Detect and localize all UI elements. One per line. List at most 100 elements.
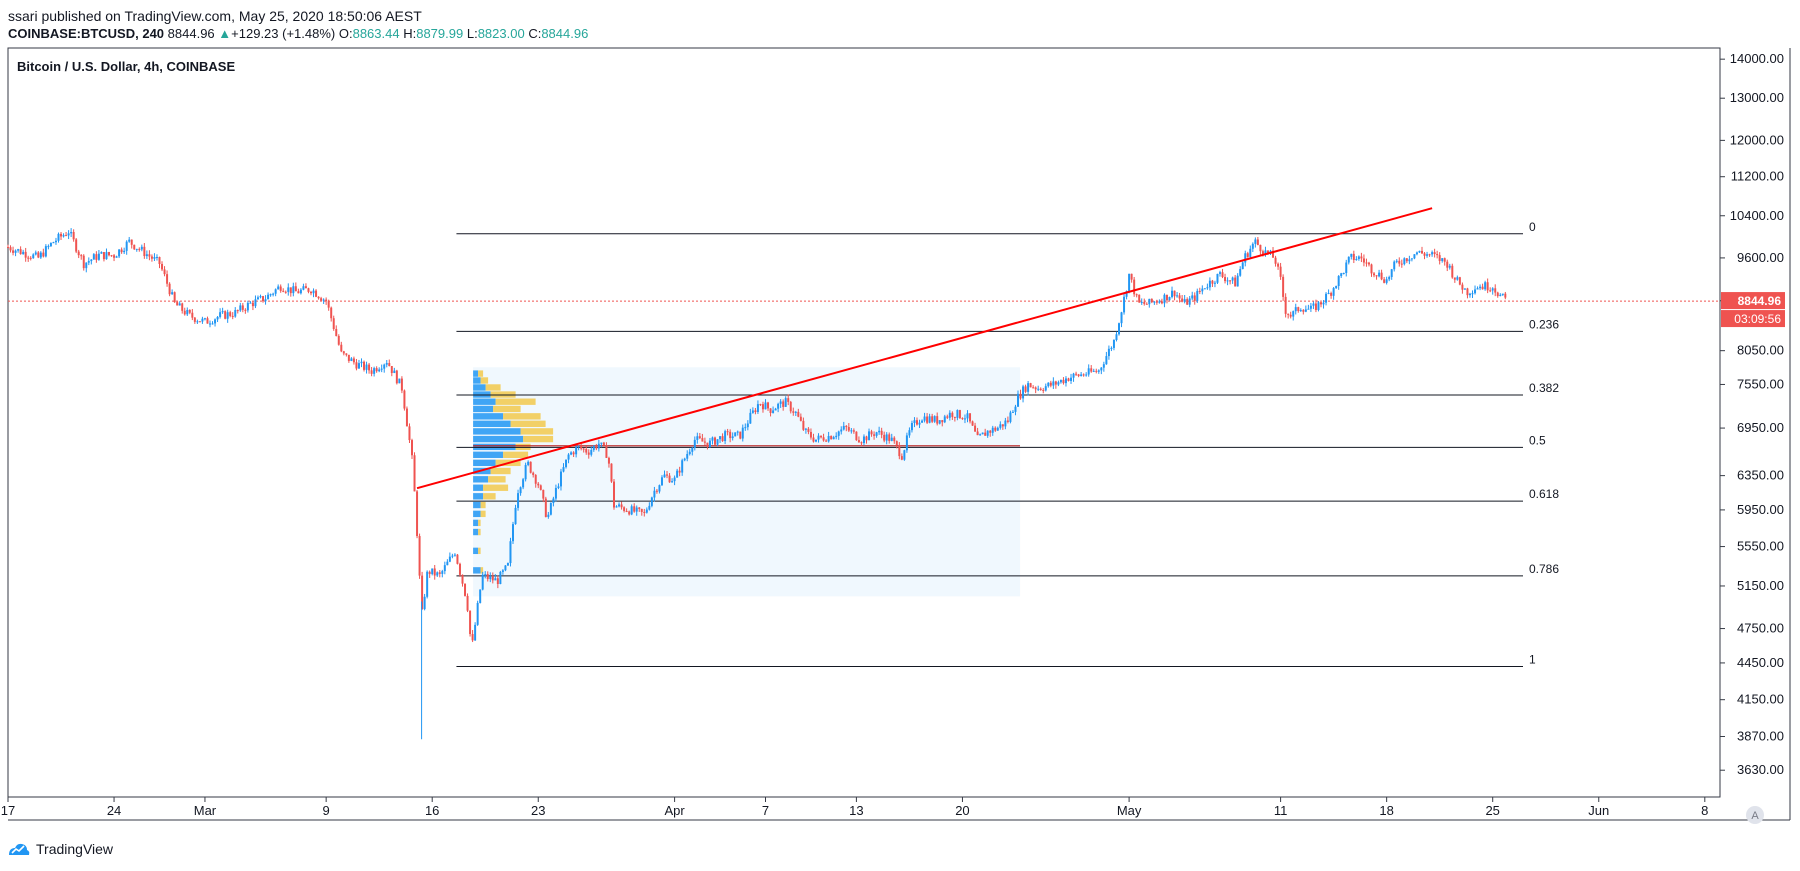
- candle-up: [1105, 356, 1108, 365]
- candle-up: [683, 458, 686, 461]
- candle-down: [375, 368, 378, 372]
- y-tick-label: 6950.00: [1737, 420, 1784, 435]
- candle-down: [1362, 258, 1365, 263]
- volume-profile-down-bar: [488, 476, 506, 483]
- volume-profile-up-bar: [473, 377, 481, 384]
- candle-down: [1496, 292, 1499, 297]
- x-tick-label: 24: [107, 803, 121, 818]
- candle-down: [337, 335, 340, 345]
- candle-up: [1476, 288, 1479, 290]
- candle-down: [936, 416, 939, 424]
- candle-up: [1292, 311, 1295, 317]
- candle-down: [1042, 389, 1045, 391]
- candle-down: [421, 575, 424, 610]
- volume-profile-up-bar: [473, 476, 489, 483]
- candle-down: [532, 472, 535, 476]
- candle-down: [769, 408, 772, 413]
- candle-down: [1256, 239, 1259, 245]
- candle-up: [749, 412, 752, 424]
- candle-down: [1261, 251, 1264, 255]
- candle-up: [885, 434, 888, 441]
- candle-up: [1350, 253, 1353, 257]
- candle-up: [1022, 386, 1025, 399]
- candle-up: [554, 487, 557, 499]
- candle-up: [1479, 286, 1482, 289]
- candle-up: [597, 443, 600, 449]
- candle-down: [19, 249, 22, 255]
- candle-down: [1234, 277, 1237, 287]
- fib-level-label: 0: [1529, 220, 1536, 234]
- candle-down: [1284, 296, 1287, 314]
- candle-down: [418, 536, 421, 576]
- volume-profile-down-bar: [510, 420, 546, 427]
- candle-up: [178, 303, 181, 306]
- candle-up: [211, 323, 214, 325]
- candle-down: [613, 481, 615, 508]
- candle-up: [650, 497, 653, 506]
- candle-down: [1039, 388, 1042, 390]
- candle-down: [1221, 272, 1224, 278]
- candle-up: [186, 309, 189, 315]
- volume-profile-up-bar: [473, 493, 484, 500]
- footer-brand-label: TradingView: [36, 841, 114, 857]
- candle-down: [486, 574, 489, 580]
- candle-down: [251, 302, 254, 307]
- candle-up: [1347, 256, 1350, 263]
- candle-up: [484, 574, 487, 576]
- candle-up: [966, 413, 969, 419]
- candle-up: [256, 297, 259, 300]
- candle-up: [731, 436, 734, 439]
- candle-up: [928, 416, 931, 423]
- candle-up: [443, 565, 446, 572]
- y-tick-label: 9600.00: [1737, 250, 1784, 265]
- candle-down: [77, 251, 80, 256]
- candle-up: [451, 555, 454, 557]
- candle-down: [587, 452, 590, 455]
- candle-down: [355, 362, 358, 369]
- candle-down: [37, 252, 40, 258]
- candle-down: [640, 508, 643, 512]
- x-tick-label: 17: [1, 803, 15, 818]
- candle-up: [1501, 293, 1504, 295]
- candle-up: [1317, 302, 1320, 310]
- volume-profile-down-bar: [485, 384, 501, 391]
- candle-down: [224, 311, 227, 319]
- candle-up: [17, 249, 20, 251]
- candle-down: [607, 457, 610, 464]
- candle-down: [706, 442, 709, 447]
- candle-up: [1027, 383, 1030, 392]
- candle-up: [512, 524, 514, 542]
- candle-down: [678, 470, 681, 473]
- candle-down: [408, 426, 411, 441]
- candle-up: [794, 411, 797, 413]
- candle-up: [1327, 292, 1330, 294]
- open-value: 8863.44: [352, 26, 400, 41]
- candle-down: [1360, 256, 1363, 259]
- candle-down: [1466, 288, 1469, 296]
- candle-down: [1266, 250, 1269, 254]
- candle-up: [590, 449, 593, 455]
- candle-down: [703, 441, 706, 443]
- candle-up: [1052, 381, 1055, 386]
- candle-up: [1231, 277, 1234, 281]
- footer-brand[interactable]: TradingView: [8, 841, 113, 857]
- candle-down: [595, 446, 598, 449]
- candle-up: [751, 410, 754, 413]
- auto-scale-button: [1746, 806, 1764, 824]
- candle-down: [789, 401, 792, 412]
- x-tick-label: 8: [1701, 803, 1708, 818]
- candle-up: [1342, 272, 1345, 274]
- candle-up: [842, 425, 845, 430]
- candle-down: [900, 456, 903, 460]
- candle-down: [1095, 370, 1098, 372]
- candle-up: [259, 296, 262, 298]
- y-tick-label: 13000.00: [1730, 90, 1784, 105]
- candle-up: [693, 439, 696, 449]
- candle-up: [999, 424, 1002, 428]
- candle-down: [1423, 253, 1426, 256]
- candle-up: [1201, 288, 1204, 292]
- candle-down: [113, 255, 116, 258]
- candle-down: [812, 437, 815, 442]
- candle-down: [108, 252, 110, 256]
